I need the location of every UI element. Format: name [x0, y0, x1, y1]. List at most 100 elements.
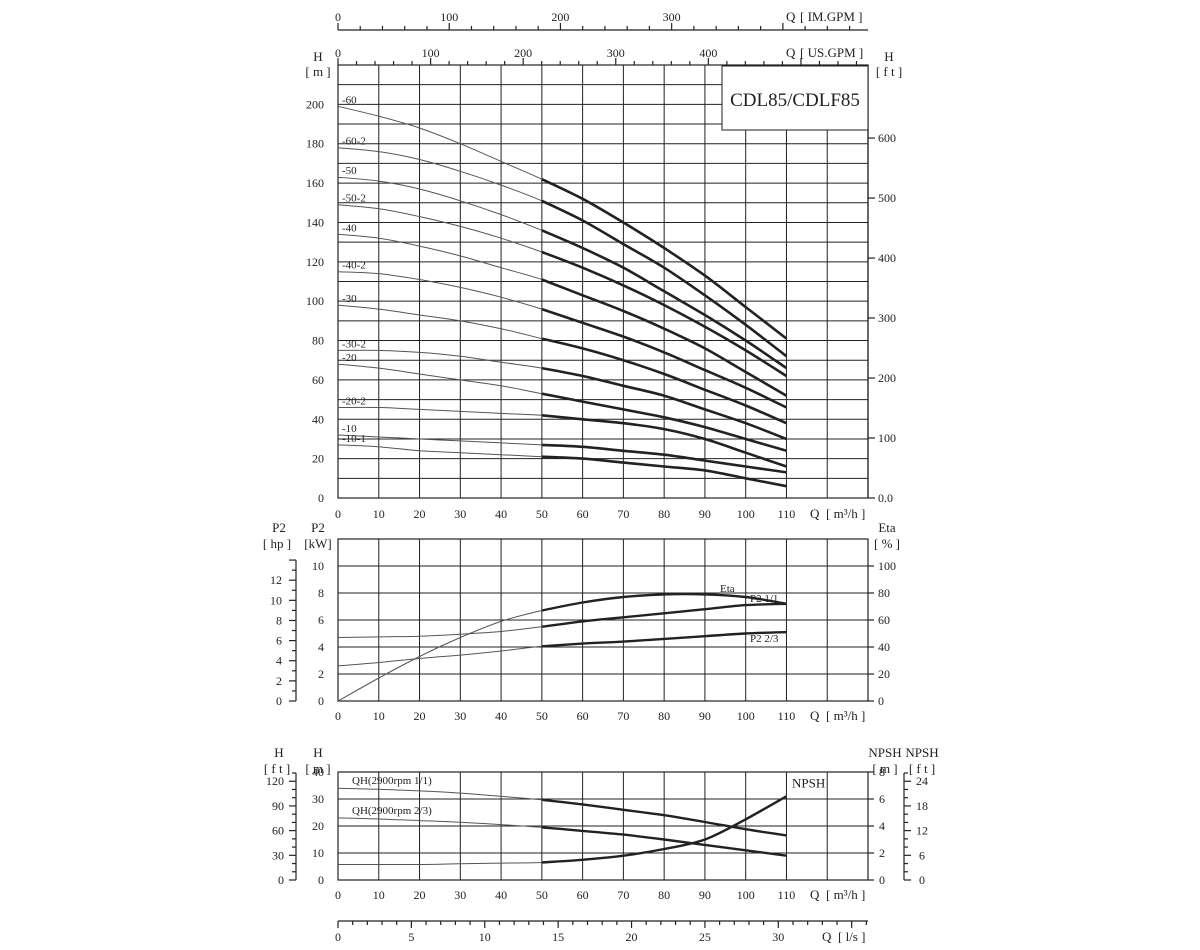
right-tick-label: 100: [878, 431, 896, 445]
kw-tick-label: 10: [312, 559, 324, 573]
performance-curve-line: [337, 593, 787, 702]
x-tick-label: 60: [577, 507, 589, 521]
y-tick-label: 200: [306, 97, 324, 111]
ls-tick-label: 10: [479, 930, 491, 944]
y-tick-label: 20: [312, 452, 324, 466]
ls-tick-label: 5: [408, 930, 414, 944]
eta-axis-label: Eta: [878, 520, 896, 535]
qh-npsh-curve-operating-range: [541, 798, 787, 837]
head-curve-operating-range: [541, 250, 788, 378]
h-tick-label: 20: [312, 819, 324, 833]
x-tick-label: 0: [335, 507, 341, 521]
npsh-ft-tick-label: 24: [916, 774, 928, 788]
x-tick-label: 0: [335, 709, 341, 723]
qh-npsh-curve-operating-range: [541, 826, 787, 857]
hp-axis-unit: [ hp ]: [263, 536, 291, 551]
performance-curve-line: [337, 631, 787, 667]
x-tick-label: 60: [577, 888, 589, 902]
x-tick-label: 60: [577, 709, 589, 723]
hp-tick-label: 8: [276, 613, 282, 627]
ls-axis-unit: [ l/s ]: [838, 929, 865, 944]
right-axis-unit: [ f t ]: [876, 64, 902, 79]
head-curve-label: -30-2: [342, 338, 366, 350]
eta-tick-label: 80: [878, 586, 890, 600]
imgpm-tick-label: 0: [335, 10, 341, 24]
x-tick-label: 100: [737, 709, 755, 723]
imgpm-axis-unit: [ IM.GPM ]: [800, 9, 862, 24]
ft-axis-label: H: [274, 745, 283, 760]
usgpm-axis-label: Q: [786, 45, 796, 60]
npsh-m-tick-label: 2: [879, 846, 885, 860]
head-curve-line: [337, 271, 787, 408]
head-curve-label: -10: [342, 423, 357, 435]
x-tick-label: 70: [617, 507, 629, 521]
y-tick-label: 100: [306, 294, 324, 308]
right-tick-label: 500: [878, 191, 896, 205]
head-curve-line: [337, 434, 787, 473]
kw-tick-label: 4: [318, 640, 324, 654]
y-tick-label: 140: [306, 215, 324, 229]
usgpm-tick-label: 0: [335, 46, 341, 60]
head-curve-line: [337, 204, 787, 377]
y-tick-label: 120: [306, 255, 324, 269]
npsh-ft-tick-label: 18: [916, 799, 928, 813]
x-tick-label: 100: [737, 888, 755, 902]
x-tick-label: 50: [536, 709, 548, 723]
head-curve-operating-range: [541, 229, 788, 370]
npsh-m-tick-label: 8: [879, 765, 885, 779]
ls-axis-label: Q: [822, 929, 832, 944]
npsh-ft-axis-label: NPSH: [905, 745, 938, 760]
npsh-ft-tick-label: 6: [919, 848, 925, 862]
model-title-box: CDL85/CDLF85: [721, 65, 869, 131]
head-curve-operating-range: [541, 443, 787, 474]
y-axis-label: H: [313, 49, 322, 64]
ls-tick-label: 0: [335, 930, 341, 944]
x-tick-label: 90: [699, 709, 711, 723]
x-tick-label: 80: [658, 507, 670, 521]
head-curve-operating-range: [541, 199, 788, 358]
h-tick-label: 0: [318, 873, 324, 887]
usgpm-axis-unit: [ US.GPM ]: [800, 45, 863, 60]
right-tick-label: 400: [878, 251, 896, 265]
x-tick-label: 30: [454, 507, 466, 521]
usgpm-tick-label: 300: [607, 46, 625, 60]
x-tick-label: 20: [414, 709, 426, 723]
x-tick-label: 90: [699, 888, 711, 902]
x-tick-label: 110: [778, 888, 796, 902]
x-axis-unit: [ m³/h ]: [826, 708, 865, 723]
head-curve-label: -40: [342, 222, 357, 234]
eta-tick-label: 100: [878, 559, 896, 573]
model-title: CDL85/CDLF85: [730, 90, 860, 111]
usgpm-tick-label: 100: [422, 46, 440, 60]
hp-tick-label: 0: [276, 694, 282, 708]
hp-tick-label: 6: [276, 634, 282, 648]
x-tick-label: 70: [617, 709, 629, 723]
npsh-ft-axis-unit: [ f t ]: [909, 761, 935, 776]
x-tick-label: 50: [536, 507, 548, 521]
ft-tick-label: 60: [272, 824, 284, 838]
x-tick-label: 50: [536, 888, 548, 902]
imgpm-tick-label: 200: [551, 10, 569, 24]
head-curve-line: [337, 176, 787, 369]
head-curve-label: -20-2: [342, 395, 366, 407]
npsh-m-tick-label: 4: [879, 819, 885, 833]
x-axis-label: Q: [810, 708, 820, 723]
head-curve-operating-range: [541, 455, 787, 488]
h-tick-label: 10: [312, 846, 324, 860]
performance-curve-operating-range: [541, 630, 787, 648]
y-tick-label: 60: [312, 373, 324, 387]
kw-tick-label: 0: [318, 694, 324, 708]
kw-tick-label: 2: [318, 667, 324, 681]
performance-curve-label: P2 2/3: [750, 633, 779, 645]
x-tick-label: 20: [414, 888, 426, 902]
head-curve-label: -60-2: [342, 136, 366, 148]
head-curve-operating-range: [541, 414, 787, 468]
ls-tick-label: 30: [772, 930, 784, 944]
head-curve-label: -60: [342, 94, 357, 106]
usgpm-tick-label: 200: [514, 46, 532, 60]
x-tick-label: 10: [373, 888, 385, 902]
x-tick-label: 10: [373, 709, 385, 723]
